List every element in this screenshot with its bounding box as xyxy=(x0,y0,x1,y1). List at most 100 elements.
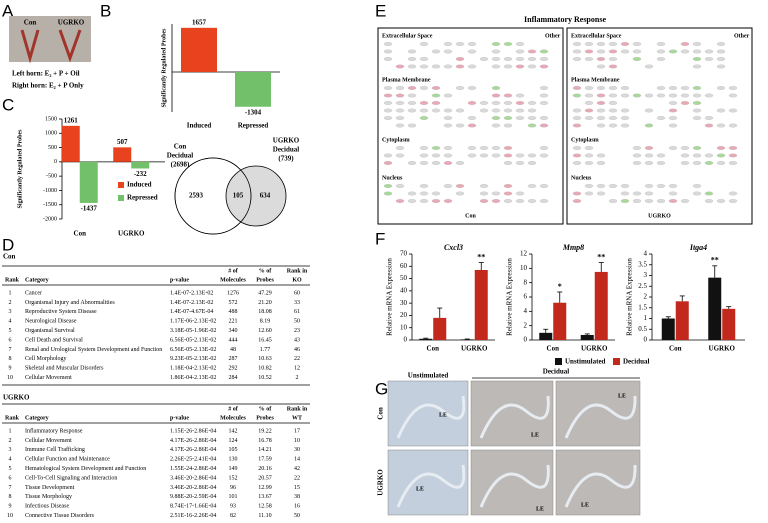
gene-node xyxy=(515,161,525,165)
table-cell: 96 xyxy=(230,485,236,491)
gene-node xyxy=(632,57,642,61)
gene-node xyxy=(716,153,726,158)
table-cell: 13.67 xyxy=(258,494,272,500)
gene-node xyxy=(716,57,726,61)
gene-node xyxy=(539,101,549,105)
tissue-fold xyxy=(479,464,550,508)
table-cell: 6.56E-05-2.13E-02 xyxy=(170,347,216,353)
category-label: UGRKO xyxy=(118,230,145,238)
gene-node xyxy=(668,108,678,113)
bar xyxy=(460,339,474,340)
gene-node xyxy=(503,146,513,150)
table-cell: 1.18E-04-2.13E-02 xyxy=(170,366,216,372)
bar xyxy=(722,308,736,340)
gene-node xyxy=(668,116,678,120)
gene-node xyxy=(584,86,594,90)
gene-node xyxy=(692,49,702,54)
gene-node xyxy=(620,199,630,203)
table-cell: Connective Tissue Disorders xyxy=(25,513,95,519)
gene-node xyxy=(443,49,453,54)
gene-node xyxy=(419,86,429,90)
gene-node xyxy=(515,199,525,203)
table-cell: 9 xyxy=(9,366,12,372)
gene-node xyxy=(503,199,513,203)
category-label: Repressed xyxy=(238,122,269,130)
gene-node xyxy=(572,199,582,203)
y-tick-label: 10 xyxy=(520,264,528,272)
venn-region-count: 2593 xyxy=(189,192,204,200)
y-axis-label: Significantly Regulated Probes xyxy=(161,28,167,108)
tissue-fold xyxy=(396,464,466,508)
y-tick-label: 10 xyxy=(400,323,408,331)
gene-node xyxy=(644,123,654,128)
table-cell: 12.58 xyxy=(258,504,272,510)
gene-node xyxy=(668,86,678,90)
column-header: KO xyxy=(292,277,302,283)
table-cell: 2 xyxy=(9,300,12,306)
gene-node xyxy=(680,49,690,54)
gene-node xyxy=(728,123,738,128)
table-cell: 4 xyxy=(9,319,12,325)
table-cell: 4 xyxy=(9,457,12,463)
table-cell: 1.4E-07-2.13E-02 xyxy=(170,300,213,306)
gene-node xyxy=(584,146,594,150)
table-cell: 22 xyxy=(294,356,300,362)
gene-node xyxy=(668,93,678,98)
table-cell: 20.57 xyxy=(258,475,272,481)
gene-node xyxy=(503,108,513,113)
table-cell: 16.78 xyxy=(258,438,272,444)
gene-node xyxy=(383,86,393,90)
lumen-label: LE xyxy=(416,486,424,492)
gene-node xyxy=(383,93,393,98)
gene-node xyxy=(419,108,429,113)
table-cell: Tissue Development xyxy=(25,485,75,491)
gene-node xyxy=(443,199,453,203)
gene-node xyxy=(383,108,393,113)
gene-node xyxy=(596,93,606,98)
gene-node xyxy=(668,101,678,105)
table-cell: 10.82 xyxy=(258,366,272,372)
table-cell: 2 xyxy=(9,438,12,444)
gene-node xyxy=(680,146,690,150)
gene-node xyxy=(584,161,594,165)
gene-node xyxy=(527,199,537,203)
gene-node xyxy=(383,57,393,61)
gene-node xyxy=(479,101,489,105)
table-cell: 5 xyxy=(9,466,12,472)
gene-node xyxy=(431,101,441,105)
gene-node xyxy=(539,199,549,203)
bar xyxy=(708,277,722,340)
gene-node xyxy=(620,116,630,120)
gene-node xyxy=(692,191,702,196)
photo-label: UGRKO xyxy=(58,19,85,27)
gene-node xyxy=(668,184,678,188)
gene-node xyxy=(527,184,537,188)
gene-node xyxy=(431,191,441,196)
table-cell: Reproductive System Disease xyxy=(25,309,97,315)
y-tick-label: -2000 xyxy=(43,216,57,222)
table-cell: 3.46E-20-2.86E-04 xyxy=(170,475,216,481)
y-tick-label: 0 xyxy=(404,336,408,344)
gene-node xyxy=(572,161,582,165)
table-cell: 1.15E-26-2.86E-04 xyxy=(170,428,216,434)
y-axis-label: Relative mRNA Expression xyxy=(626,258,634,336)
gene-node xyxy=(407,191,417,196)
gene-node xyxy=(692,93,702,98)
table-cell: 284 xyxy=(229,375,238,381)
column-header: Probes xyxy=(256,277,274,283)
gene-node xyxy=(539,86,549,90)
lumen-label: LE xyxy=(531,432,539,438)
gene-node xyxy=(572,57,582,61)
gene-node xyxy=(491,101,501,105)
gene-node xyxy=(668,123,678,128)
table-cell: 4.17E-26-2.86E-04 xyxy=(170,438,216,444)
table-cell: 4.17E-26-2.86E-04 xyxy=(170,447,216,453)
significance: ** xyxy=(477,252,485,261)
venn-set-count: (2698) xyxy=(171,161,190,169)
column-header: # of xyxy=(228,406,239,412)
y-tick-label: 1000 xyxy=(45,131,57,137)
table-cell: 60 xyxy=(294,290,300,296)
network-label: UGRKO xyxy=(648,213,671,219)
table-cell: 444 xyxy=(229,337,238,343)
gene-node xyxy=(656,57,666,61)
